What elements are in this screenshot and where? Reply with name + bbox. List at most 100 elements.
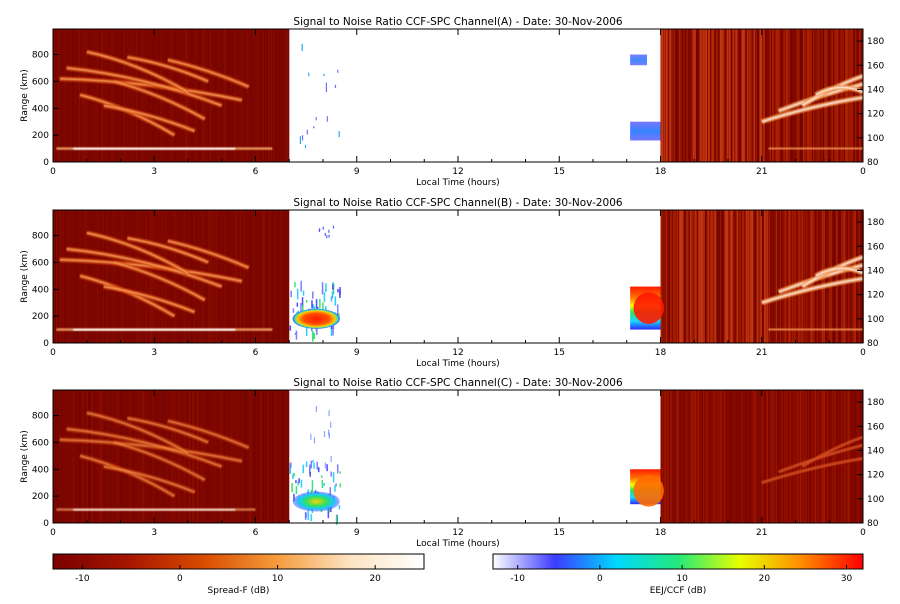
noise-streak — [250, 29, 252, 162]
noise-streak — [247, 29, 249, 162]
noise-streak — [664, 390, 666, 523]
colorbar-tick-label: 10 — [676, 574, 688, 584]
noise-streak — [102, 210, 104, 343]
noise-streak — [786, 390, 788, 523]
noise-streak — [776, 29, 778, 162]
noise-streak — [252, 210, 253, 343]
noise-streak — [697, 390, 699, 523]
noise-streak — [111, 29, 113, 162]
noise-streak — [765, 390, 767, 523]
y-tick-label: 600 — [32, 438, 49, 448]
ccf-speck — [324, 462, 326, 469]
noise-streak — [852, 390, 853, 523]
x-tick-label: 18 — [655, 167, 667, 177]
interference-column — [726, 29, 728, 162]
noise-streak — [681, 390, 683, 523]
noise-streak — [667, 390, 669, 523]
interference-column — [690, 210, 692, 343]
x-tick-label: 9 — [354, 167, 360, 177]
spread-f-echoes — [56, 410, 864, 511]
interference-column — [703, 29, 705, 162]
noise-streak — [755, 390, 757, 523]
noise-streak — [693, 390, 695, 523]
ccf-speck — [322, 226, 324, 230]
noise-streak — [842, 29, 844, 162]
y-tick-label: 800 — [32, 232, 49, 242]
noise-streak — [201, 210, 203, 343]
noise-streak — [787, 29, 789, 162]
noise-streak — [255, 210, 256, 343]
noise-streak — [706, 210, 708, 343]
noise-streak — [263, 390, 264, 523]
noise-streak — [762, 29, 764, 162]
noise-streak — [689, 29, 691, 162]
e-layer-core — [73, 508, 236, 511]
noise-streak — [183, 210, 185, 343]
noise-streak — [661, 210, 663, 343]
noise-streak — [832, 390, 834, 523]
ccf-speck — [309, 464, 311, 473]
interference-column — [692, 29, 694, 162]
noise-streak — [836, 390, 837, 523]
noise-streak — [794, 210, 796, 343]
noise-streak — [768, 210, 770, 343]
noise-streak — [243, 390, 245, 523]
noise-streak — [724, 390, 725, 523]
noise-streak — [782, 390, 784, 523]
noise-streak — [718, 390, 720, 523]
noise-streak — [767, 390, 768, 523]
noise-streak — [766, 390, 768, 523]
noise-streak — [287, 29, 289, 162]
noise-streak — [261, 29, 263, 162]
noise-streak — [174, 29, 176, 162]
ccf-speck — [292, 308, 295, 313]
noise-streak — [683, 29, 685, 162]
noise-streak — [852, 29, 854, 162]
noise-streak — [719, 390, 721, 523]
noise-streak — [101, 390, 102, 523]
noise-streak — [268, 29, 269, 162]
ccf-speck — [330, 421, 332, 428]
noise-streak — [812, 29, 814, 162]
interference-column — [664, 29, 666, 162]
noise-streak — [704, 390, 706, 523]
ccf-speck — [294, 281, 296, 288]
noise-streak — [166, 390, 168, 523]
plume-core — [167, 240, 250, 269]
noise-streak — [839, 210, 841, 343]
x-axis-label: Local Time (hours) — [416, 359, 499, 369]
noise-streak — [777, 29, 779, 162]
noise-streak — [806, 210, 808, 343]
noise-streak — [845, 390, 847, 523]
ccf-speck — [322, 302, 324, 313]
noise-streak — [683, 210, 685, 343]
noise-streak — [780, 210, 782, 343]
noise-streak — [748, 390, 749, 523]
noise-streak — [260, 210, 261, 343]
e-layer-core — [73, 147, 236, 150]
noise-streak — [715, 210, 717, 343]
noise-streak — [60, 210, 61, 343]
noise-streak — [133, 210, 135, 343]
noise-streak — [754, 390, 756, 523]
noise-streak — [669, 210, 671, 343]
noise-streak — [109, 210, 111, 343]
noise-streak — [717, 390, 718, 523]
noise-streak — [761, 390, 763, 523]
noise-streak — [677, 29, 679, 162]
noise-streak — [695, 390, 696, 523]
noise-streak — [857, 390, 859, 523]
noise-streak — [170, 29, 172, 162]
noise-streak — [861, 390, 863, 523]
noise-streak — [178, 390, 180, 523]
noise-streak — [802, 29, 804, 162]
x-tick-label: 12 — [452, 348, 463, 358]
eej-arc-core — [815, 86, 864, 96]
noise-streak — [671, 210, 673, 343]
noise-streak — [857, 210, 858, 343]
noise-streak — [697, 210, 699, 343]
noise-streak — [815, 390, 816, 523]
noise-streak — [751, 29, 753, 162]
noise-streak — [736, 390, 738, 523]
noise-streak — [663, 210, 665, 343]
